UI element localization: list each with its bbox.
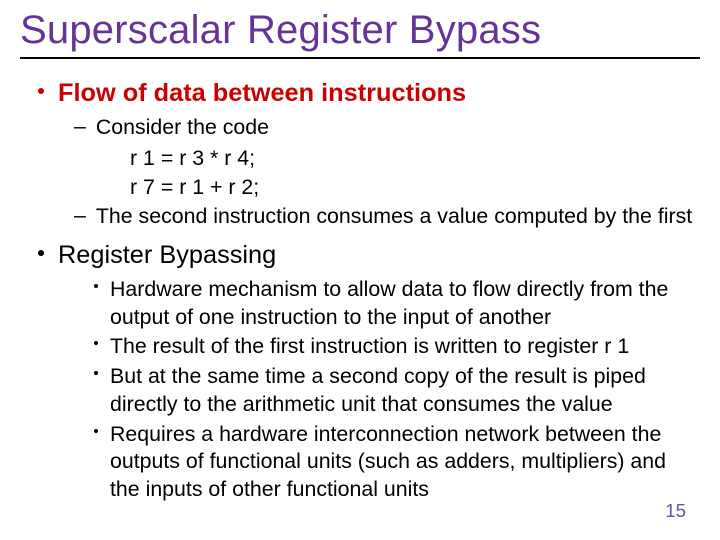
small-dot-icon (94, 429, 98, 433)
list-item: The result of the first instruction is w… (94, 333, 700, 361)
bullet-flow-heading: Flow of data between instructions (38, 79, 700, 108)
bullet-second-instr: – The second instruction consumes a valu… (74, 203, 700, 231)
code-block: r 1 = r 3 * r 4; r 7 = r 1 + r 2; (130, 144, 700, 202)
bullet-dot-icon (38, 250, 44, 256)
small-dot-icon (94, 341, 98, 345)
dash-icon: – (74, 114, 86, 139)
bullet-text: Requires a hardware interconnection netw… (110, 421, 700, 504)
slide: Superscalar Register Bypass Flow of data… (0, 0, 720, 540)
section-flow: Flow of data between instructions – Cons… (38, 79, 700, 231)
slide-title: Superscalar Register Bypass (20, 8, 700, 59)
bullet-text: The result of the first instruction is w… (110, 333, 629, 361)
page-number: 15 (665, 500, 686, 522)
section-bypass: Register Bypassing Hardware mechanism to… (38, 241, 700, 504)
list-item: Hardware mechanism to allow data to flow… (94, 276, 700, 331)
small-dot-icon (94, 371, 98, 375)
list-item: But at the same time a second copy of th… (94, 363, 700, 418)
bullet-text: Consider the code (96, 114, 269, 142)
sub-list-bypass: Hardware mechanism to allow data to flow… (74, 276, 700, 504)
dash-icon: – (74, 203, 86, 228)
heading-text: Register Bypassing (58, 241, 276, 270)
small-dot-icon (94, 284, 98, 288)
bullet-text: The second instruction consumes a value … (96, 203, 692, 231)
bullet-dot-icon (38, 88, 44, 94)
bullet-consider: – Consider the code (74, 114, 700, 142)
code-line-1: r 1 = r 3 * r 4; (130, 144, 700, 173)
bullet-bypass-heading: Register Bypassing (38, 241, 700, 270)
heading-text: Flow of data between instructions (58, 79, 466, 108)
list-item: Requires a hardware interconnection netw… (94, 421, 700, 504)
bullet-text: But at the same time a second copy of th… (110, 363, 700, 418)
bullet-text: Hardware mechanism to allow data to flow… (110, 276, 700, 331)
code-line-2: r 7 = r 1 + r 2; (130, 173, 700, 202)
sub-list-flow: – Consider the code r 1 = r 3 * r 4; r 7… (74, 114, 700, 231)
